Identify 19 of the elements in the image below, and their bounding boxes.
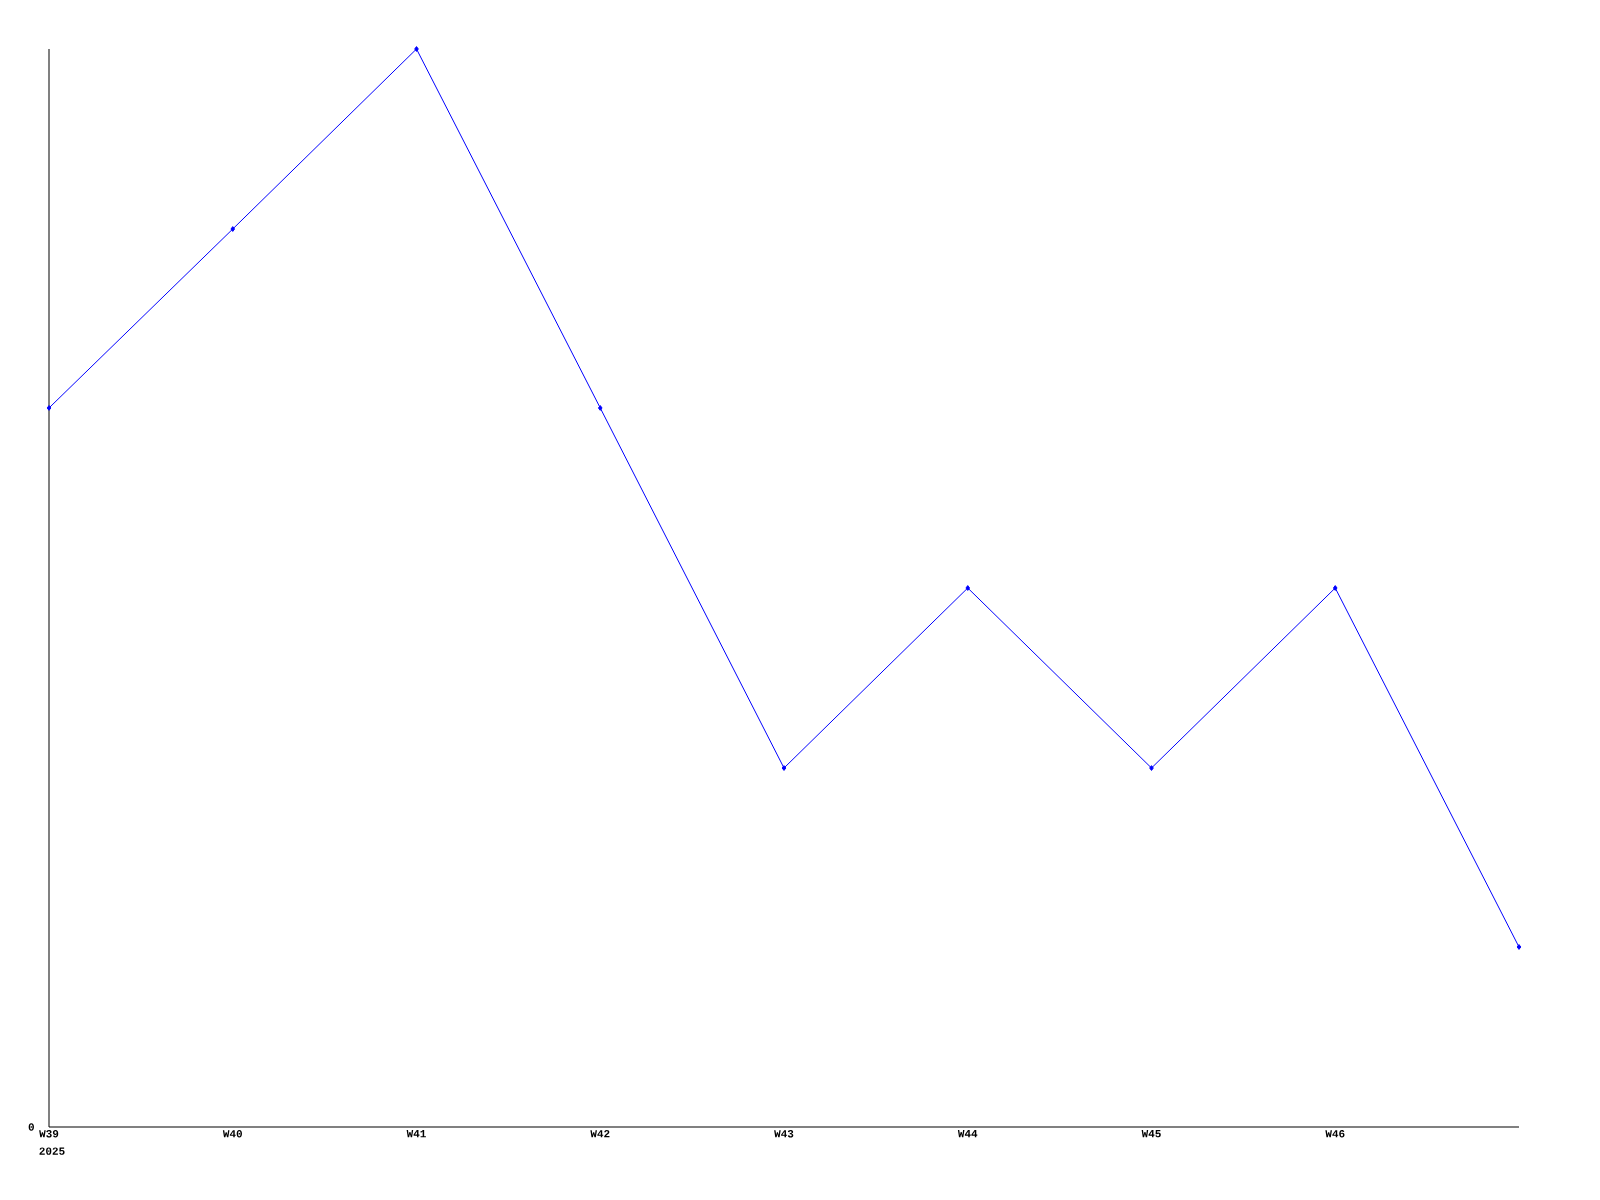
point — [230, 226, 236, 232]
point — [1149, 765, 1154, 771]
text: 0 — [28, 1123, 34, 1131]
x-tick-label: W46 — [1325, 1130, 1345, 1138]
point — [1332, 585, 1338, 591]
point — [781, 765, 787, 771]
x-tick-label: W44 — [957, 1130, 978, 1138]
x-tick-label: W39 — [39, 1130, 59, 1138]
point — [46, 405, 52, 411]
x-tick-label: W43 — [774, 1130, 794, 1138]
point — [1516, 944, 1522, 950]
x-tick-label: W41 — [406, 1130, 426, 1138]
x-tick-label: W45 — [1141, 1130, 1161, 1138]
text: 2025 — [39, 1147, 65, 1155]
point — [597, 405, 603, 411]
x-tick-label: W42 — [590, 1130, 610, 1138]
point — [965, 585, 971, 591]
point — [414, 46, 419, 52]
x-tick-label: W40 — [222, 1130, 242, 1138]
